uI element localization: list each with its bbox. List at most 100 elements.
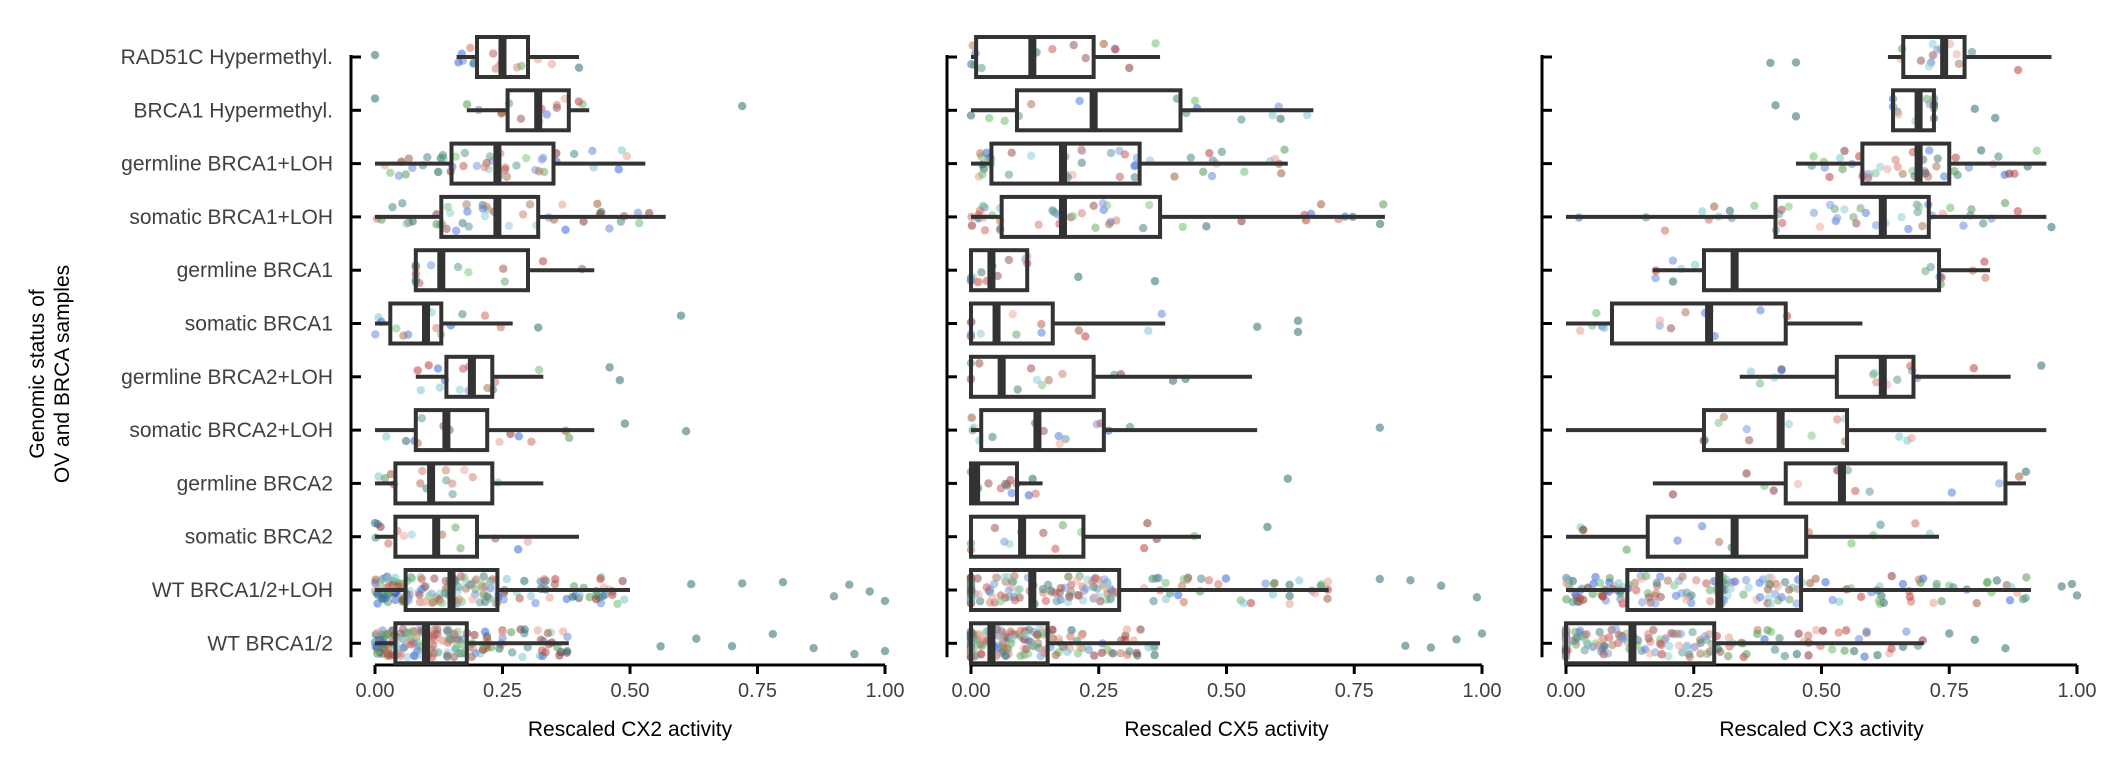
outlier-point xyxy=(1452,635,1461,644)
data-point xyxy=(1582,638,1592,647)
outlier-point xyxy=(681,427,691,436)
data-point xyxy=(1285,580,1294,590)
data-point xyxy=(478,204,488,213)
data-point xyxy=(574,97,584,106)
data-point xyxy=(470,630,479,640)
data-point xyxy=(1010,596,1020,605)
jitter-points xyxy=(966,571,1482,609)
data-point xyxy=(1657,640,1666,650)
data-point xyxy=(458,309,467,319)
data-point xyxy=(1150,650,1159,660)
box-group xyxy=(411,248,595,293)
data-point xyxy=(1876,162,1885,172)
box xyxy=(1014,88,1183,133)
data-point xyxy=(1668,277,1678,286)
data-point xyxy=(1316,200,1326,209)
data-point xyxy=(976,329,985,338)
box xyxy=(979,408,1106,453)
category-label: germline BRCA1+LOH xyxy=(121,153,333,176)
data-point xyxy=(1075,96,1084,106)
data-point xyxy=(483,383,492,393)
data-point xyxy=(1834,628,1843,637)
data-point xyxy=(438,636,447,645)
data-point xyxy=(1240,167,1249,176)
data-point xyxy=(443,652,452,662)
data-point xyxy=(1285,591,1294,601)
data-point xyxy=(403,652,412,662)
y-axis-title: Genomic status of OV and BRCA samples xyxy=(26,265,74,483)
data-point xyxy=(980,226,990,235)
data-point xyxy=(1924,62,1934,71)
data-point xyxy=(1770,589,1780,599)
data-point xyxy=(605,224,614,233)
data-point xyxy=(1804,651,1813,660)
data-point xyxy=(1125,647,1134,656)
data-point xyxy=(977,268,986,277)
x-tick-label: 0.50 xyxy=(611,680,650,702)
data-point xyxy=(430,574,439,583)
box-group xyxy=(372,194,666,239)
data-point xyxy=(999,643,1008,652)
data-point xyxy=(1874,596,1884,605)
outlier-point xyxy=(1074,272,1083,282)
data-point xyxy=(975,359,984,368)
data-point xyxy=(1873,650,1882,660)
data-point xyxy=(1006,639,1016,648)
data-point xyxy=(1151,39,1160,48)
box-group xyxy=(371,301,686,346)
box xyxy=(999,194,1163,239)
data-point xyxy=(1921,266,1930,276)
data-point xyxy=(401,170,410,179)
data-point xyxy=(2014,472,2024,481)
data-point xyxy=(1719,412,1728,422)
outlier-point xyxy=(574,63,584,72)
data-point xyxy=(550,579,560,589)
x-tick-label: 0.50 xyxy=(1207,680,1246,702)
data-point xyxy=(1039,528,1048,538)
data-point xyxy=(1008,310,1017,319)
data-point xyxy=(1592,308,1601,318)
data-point xyxy=(1940,172,1949,181)
box-group xyxy=(374,461,544,506)
data-point xyxy=(451,152,460,161)
outlier-point xyxy=(2037,361,2046,370)
data-point xyxy=(1016,651,1025,660)
data-point xyxy=(1825,200,1835,210)
data-point xyxy=(1821,578,1830,587)
data-point xyxy=(404,154,414,163)
category-labels: RAD51C Hypermethyl. BRCA1 Hypermethyl. ger… xyxy=(121,46,333,655)
outlier-point xyxy=(2021,467,2031,476)
data-point xyxy=(499,264,508,273)
data-point xyxy=(1579,525,1588,535)
box-group xyxy=(967,35,1161,79)
data-point xyxy=(1922,94,1932,104)
data-point xyxy=(460,465,469,475)
data-point xyxy=(1746,367,1756,376)
data-point xyxy=(383,651,393,661)
data-point xyxy=(1872,378,1881,387)
outlier-point xyxy=(1991,113,2000,123)
outlier-point xyxy=(865,587,874,596)
data-point xyxy=(1001,651,1010,661)
data-point xyxy=(1178,222,1187,232)
data-point xyxy=(1682,588,1691,597)
data-point xyxy=(1139,543,1149,553)
outlier-point xyxy=(1771,101,1780,110)
data-point xyxy=(1838,164,1847,174)
data-point xyxy=(1239,598,1248,608)
data-point xyxy=(1237,216,1246,226)
data-point xyxy=(1295,576,1304,585)
data-point xyxy=(399,643,408,653)
data-point xyxy=(1073,649,1083,658)
data-point xyxy=(1056,583,1065,593)
data-point xyxy=(1696,649,1705,658)
data-point xyxy=(1177,581,1187,591)
data-point xyxy=(468,472,477,482)
category-label: BRCA1 Hypermethyl. xyxy=(133,99,333,122)
data-point xyxy=(1280,145,1289,154)
data-point xyxy=(1006,627,1015,636)
data-point xyxy=(1173,590,1183,600)
data-point xyxy=(2032,146,2042,155)
data-point xyxy=(1685,652,1694,662)
data-point xyxy=(1323,594,1332,603)
